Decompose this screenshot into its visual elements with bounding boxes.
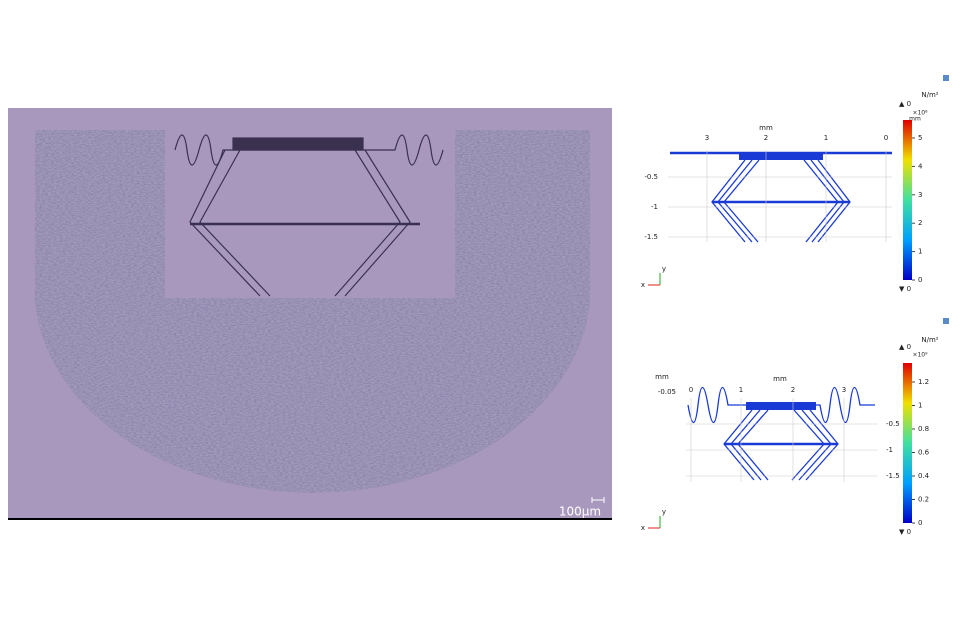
scale-bar: 100μm [559, 505, 601, 519]
icon [943, 75, 949, 81]
colorbar-multiplier: ×10⁸ [912, 110, 928, 117]
axis-label: x [641, 524, 645, 532]
colorbar [903, 363, 912, 523]
colorbar-tick-label: 0.8 [918, 425, 929, 433]
colorbar-unit: N/m² [921, 91, 938, 99]
colorbar-tick-label: 5 [918, 134, 922, 142]
colorbar [903, 120, 912, 280]
y-tick-label: -0.5 [644, 173, 658, 181]
colorbar-tick-label: 0.4 [918, 472, 930, 480]
colorbar-tick-label: 0.2 [918, 496, 929, 504]
x-tick-label: 0 [884, 134, 888, 142]
colorbar-min: ▼ 0 [899, 285, 911, 293]
x-unit: mm [773, 375, 787, 383]
y-tick-label: -0.5 [886, 420, 900, 428]
y-unit: mm [655, 373, 669, 381]
axis-label: y [662, 265, 666, 273]
colorbar-max: ▲ 0 [899, 343, 911, 351]
colorbar-tick-label: 1 [918, 402, 922, 410]
y-tick-label: -1.5 [644, 233, 658, 241]
axis-label: y [662, 508, 666, 516]
y-tick-label: -1.5 [886, 472, 900, 480]
y-tick-label: -0.05 [658, 388, 676, 396]
y-tick-label: -1 [886, 446, 893, 454]
colorbar-multiplier: ×10⁹ [912, 352, 928, 359]
icon [943, 318, 949, 324]
x-tick-label: 3 [705, 134, 709, 142]
colorbar-unit: N/m² [921, 336, 938, 344]
colorbar-min: ▼ 0 [899, 528, 911, 536]
x-unit: mm [759, 124, 773, 132]
colorbar-tick-label: 1.2 [918, 378, 929, 386]
x-tick-label: 1 [824, 134, 828, 142]
colorbar-max: ▲ 0 [899, 100, 911, 108]
x-tick-label: 3 [842, 386, 846, 394]
micrograph: 100μm [8, 108, 612, 520]
x-tick-label: 2 [791, 386, 795, 394]
colorbar-tick-label: 0.6 [918, 449, 930, 457]
axis-label: x [641, 281, 645, 289]
y-tick-label: -1 [651, 203, 658, 211]
plot-1 [670, 151, 892, 243]
x-tick-label: 2 [764, 134, 768, 142]
colorbar-tick-label: 2 [918, 219, 922, 227]
x-tick-label: 0 [689, 386, 693, 394]
colorbar-tick-label: 0 [918, 519, 922, 527]
x-tick-label: 1 [739, 386, 743, 394]
colorbar-tick-label: 1 [918, 248, 922, 256]
plot-2 [687, 386, 875, 481]
colorbar-tick-label: 4 [918, 162, 923, 170]
colorbar-tick-label: 0 [918, 276, 922, 284]
colorbar-tick-label: 3 [918, 191, 922, 199]
colorbar-unit: mm [909, 116, 921, 123]
